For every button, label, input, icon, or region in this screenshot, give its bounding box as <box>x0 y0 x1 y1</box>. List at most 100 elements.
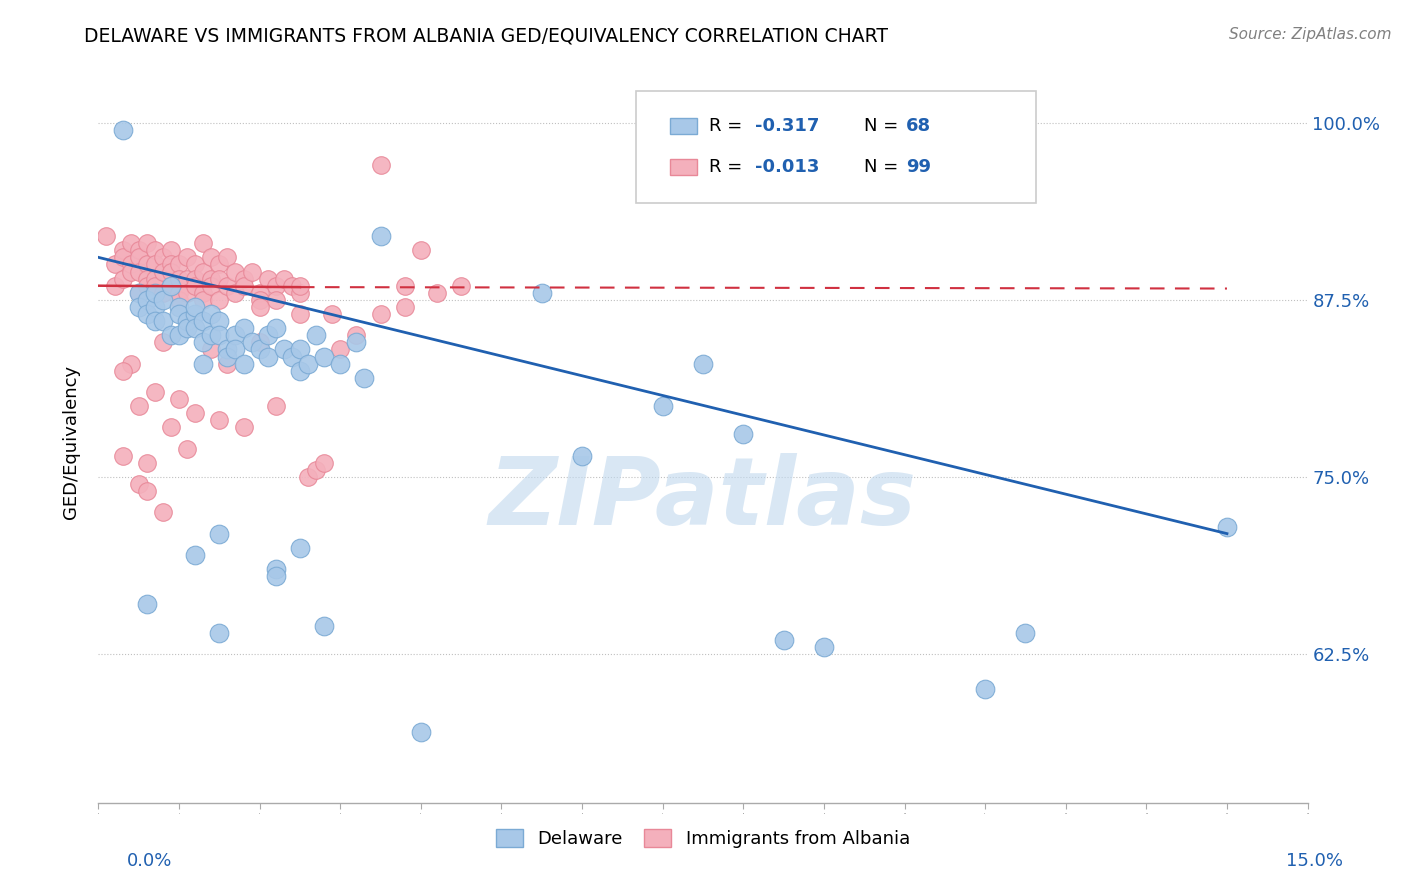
Point <box>152 505 174 519</box>
Point <box>329 343 352 357</box>
Point <box>208 293 231 307</box>
Point <box>450 278 472 293</box>
Point <box>232 271 254 285</box>
Point <box>193 314 215 328</box>
Point <box>143 278 166 293</box>
Point <box>353 371 375 385</box>
Point <box>176 321 198 335</box>
Point <box>143 257 166 271</box>
Point <box>111 364 134 378</box>
Point <box>167 271 190 285</box>
Point <box>103 278 125 293</box>
Point <box>370 307 392 321</box>
Point <box>249 285 271 300</box>
Point <box>288 278 311 293</box>
Point <box>96 229 118 244</box>
Point <box>232 321 254 335</box>
Point <box>530 285 553 300</box>
Point <box>160 257 183 271</box>
Text: N =: N = <box>863 117 904 135</box>
Point <box>974 682 997 697</box>
Point <box>200 278 222 293</box>
Text: R =: R = <box>709 158 748 176</box>
Point <box>176 442 198 456</box>
Point <box>288 541 311 555</box>
Point <box>394 278 416 293</box>
FancyBboxPatch shape <box>671 159 697 175</box>
Point <box>273 343 295 357</box>
Point <box>193 236 215 251</box>
Point <box>160 264 183 278</box>
Point <box>135 257 157 271</box>
Point <box>167 300 190 314</box>
Point <box>103 257 125 271</box>
Point <box>152 314 174 328</box>
Point <box>128 285 150 300</box>
Point <box>208 625 231 640</box>
Point <box>184 271 207 285</box>
Point <box>111 251 134 265</box>
Text: DELAWARE VS IMMIGRANTS FROM ALBANIA GED/EQUIVALENCY CORRELATION CHART: DELAWARE VS IMMIGRANTS FROM ALBANIA GED/… <box>84 27 889 45</box>
Point <box>184 321 207 335</box>
Text: 68: 68 <box>905 117 931 135</box>
Point <box>314 350 336 364</box>
Point <box>240 264 263 278</box>
Point <box>128 285 150 300</box>
Point <box>167 392 190 406</box>
Point <box>297 357 319 371</box>
Point <box>305 328 328 343</box>
Text: -0.013: -0.013 <box>755 158 820 176</box>
Point <box>240 335 263 350</box>
Point <box>281 350 304 364</box>
Point <box>224 343 246 357</box>
Legend: Delaware, Immigrants from Albania: Delaware, Immigrants from Albania <box>489 822 917 855</box>
Point <box>370 158 392 172</box>
Point <box>249 343 271 357</box>
Point <box>128 300 150 314</box>
Point <box>370 229 392 244</box>
Point <box>288 364 311 378</box>
Point <box>297 470 319 484</box>
Point <box>200 328 222 343</box>
Point <box>772 632 794 647</box>
Point <box>143 300 166 314</box>
Text: N =: N = <box>863 158 904 176</box>
Point <box>692 357 714 371</box>
Point <box>305 463 328 477</box>
Point <box>288 307 311 321</box>
Point <box>167 328 190 343</box>
Point <box>249 335 271 350</box>
Point <box>193 335 215 350</box>
Point <box>256 328 278 343</box>
FancyBboxPatch shape <box>637 91 1035 203</box>
Point <box>160 328 183 343</box>
Point <box>426 285 449 300</box>
Point <box>143 285 166 300</box>
Point <box>128 477 150 491</box>
Point <box>152 251 174 265</box>
Point <box>167 257 190 271</box>
Text: 0.0%: 0.0% <box>127 852 172 870</box>
Point <box>176 271 198 285</box>
Point <box>217 343 239 357</box>
Point <box>208 257 231 271</box>
Point <box>176 285 198 300</box>
Point <box>256 350 278 364</box>
Point <box>176 314 198 328</box>
Point <box>143 384 166 399</box>
Point <box>111 123 134 137</box>
FancyBboxPatch shape <box>671 118 697 134</box>
Point <box>193 285 215 300</box>
Text: R =: R = <box>709 117 748 135</box>
Point <box>651 399 673 413</box>
Point <box>135 236 157 251</box>
Point <box>176 251 198 265</box>
Point <box>394 300 416 314</box>
Point <box>120 357 142 371</box>
Point <box>232 420 254 434</box>
Point <box>128 244 150 258</box>
Point <box>135 484 157 499</box>
Point <box>224 285 246 300</box>
Point <box>193 357 215 371</box>
Point <box>160 278 183 293</box>
